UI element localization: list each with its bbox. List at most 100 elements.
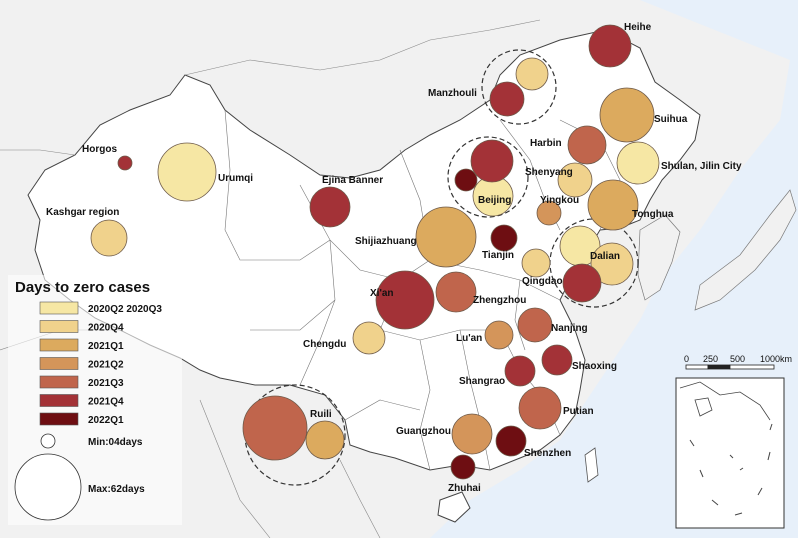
label-shijiazhuang: Shijiazhuang [355, 236, 417, 247]
bubble-zhuhai [450, 454, 476, 480]
legend-size-max-circle [14, 453, 82, 521]
legend-size-min-circle [40, 433, 56, 449]
label-manzhouli: Manzhouli [428, 88, 477, 99]
label-putian: Putian [563, 406, 594, 417]
bubble-nanjing [517, 307, 553, 343]
legend-swatch-label: 2022Q1 [88, 415, 124, 426]
scale-tick-250: 250 [703, 354, 718, 364]
label-ejina: Ejina Banner [322, 175, 383, 186]
scale-tick-1000km: 1000km [760, 354, 792, 364]
legend-swatch [39, 375, 79, 389]
cluster-ring-manzhouli [481, 49, 557, 125]
label-xian: Xi'an [370, 288, 394, 299]
legend-swatch-label: 2021Q4 [88, 397, 124, 408]
scale-bar-segment [707, 364, 731, 370]
bubble-dalian-3 [562, 263, 602, 303]
label-yingkou: Yingkou [540, 195, 579, 206]
bubble-shijiazhuang [415, 206, 477, 268]
label-dalian: Dalian [590, 251, 620, 262]
label-ruili: Ruili [310, 409, 332, 420]
label-tianjin: Tianjin [482, 250, 514, 261]
bubble-tonghua [587, 179, 639, 231]
label-chengdu: Chengdu [303, 339, 346, 350]
legend-size-min-label: Min:04days [88, 437, 143, 448]
legend-swatch [39, 412, 79, 426]
bubble-suihua [599, 87, 655, 143]
label-horgos: Horgos [82, 144, 117, 155]
bubble-shenzhen [495, 425, 527, 457]
label-zhuhai: Zhuhai [448, 483, 481, 494]
korea-land [637, 214, 681, 301]
bubble-xian [375, 270, 435, 330]
legend-swatch-label: 2021Q3 [88, 378, 124, 389]
label-harbin: Harbin [530, 138, 562, 149]
bubble-chengdu [352, 321, 386, 355]
cluster-ring-beijing [447, 136, 529, 218]
bubble-qingdao [521, 248, 551, 278]
legend: Days to zero cases 2020Q2 2020Q3 2020Q4 20… [8, 275, 182, 525]
bubble-ruili [242, 395, 308, 461]
taiwan-land [584, 447, 599, 483]
bubble-shulan [616, 141, 660, 185]
scale-tick-0: 0 [684, 354, 689, 364]
legend-swatch-label: 2020Q2 2020Q3 [88, 304, 162, 315]
bubble-manzhouli [489, 81, 525, 117]
label-shenyang: Shenyang [525, 167, 573, 178]
label-zhengzhou: Zhengzhou [473, 295, 526, 306]
bubble-beijing-2 [470, 139, 514, 183]
legend-swatch [39, 357, 79, 370]
bubble-yingkou [536, 200, 562, 226]
bubble-luan [484, 320, 514, 350]
inset-hainan [694, 397, 713, 417]
bubble-urumqi [157, 142, 217, 202]
bubble-putian [518, 386, 562, 430]
legend-size-max-label: Max:62days [88, 484, 145, 495]
label-luan: Lu'an [456, 333, 482, 344]
city-bubbles [90, 24, 660, 480]
scale-bar-segment [685, 364, 709, 370]
legend-swatch-label: 2021Q1 [88, 341, 124, 352]
label-tonghua: Tonghua [632, 209, 674, 220]
bubble-harbin [567, 125, 607, 165]
bubble-shenyang [557, 162, 593, 198]
bubble-tianjin [490, 224, 518, 252]
label-heihe: Heihe [624, 22, 652, 33]
label-qingdao: Qingdao [522, 276, 563, 287]
label-shangrao: Shangrao [459, 376, 505, 387]
bubble-dalian-2 [590, 242, 634, 286]
scale-tick-500: 500 [730, 354, 745, 364]
legend-swatch-label: 2021Q2 [88, 360, 124, 371]
label-shaoxing: Shaoxing [572, 361, 617, 372]
legend-swatch [39, 394, 79, 407]
inset-dashes [689, 423, 773, 516]
bubble-horgos [117, 155, 133, 171]
bubble-ejina [309, 186, 351, 228]
japan-land [694, 189, 797, 311]
bubble-zhengzhou [435, 271, 477, 313]
south-china-sea-inset [675, 377, 785, 529]
legend-swatch [39, 338, 79, 352]
label-beijing: Beijing [478, 195, 511, 206]
scale-bar-segment [729, 364, 775, 370]
bubble-beijing-3 [454, 168, 478, 192]
label-kashgar: Kashgar region [46, 207, 119, 218]
label-guangzhou: Guangzhou [396, 426, 451, 437]
bubble-manzhouli-2 [515, 57, 549, 91]
bubble-guangzhou [451, 413, 493, 455]
legend-title: Days to zero cases [15, 279, 150, 296]
bubble-kashgar [90, 219, 128, 257]
legend-swatch [39, 301, 79, 315]
bubble-shaoxing [541, 344, 573, 376]
label-shenzhen: Shenzhen [524, 448, 571, 459]
city-labels: Heihe Manzhouli Suihua Harbin Horgos Uru… [46, 22, 742, 494]
label-shulan: Shulan, Jilin City [661, 161, 742, 172]
label-nanjing: Nanjing [551, 323, 588, 334]
bubble-heihe [588, 24, 632, 68]
bubble-ruili-2 [305, 420, 345, 460]
label-suihua: Suihua [654, 114, 688, 125]
bubble-shangrao [504, 355, 536, 387]
inset-coastline [679, 381, 771, 421]
legend-swatch [39, 320, 79, 333]
label-urumqi: Urumqi [218, 173, 253, 184]
